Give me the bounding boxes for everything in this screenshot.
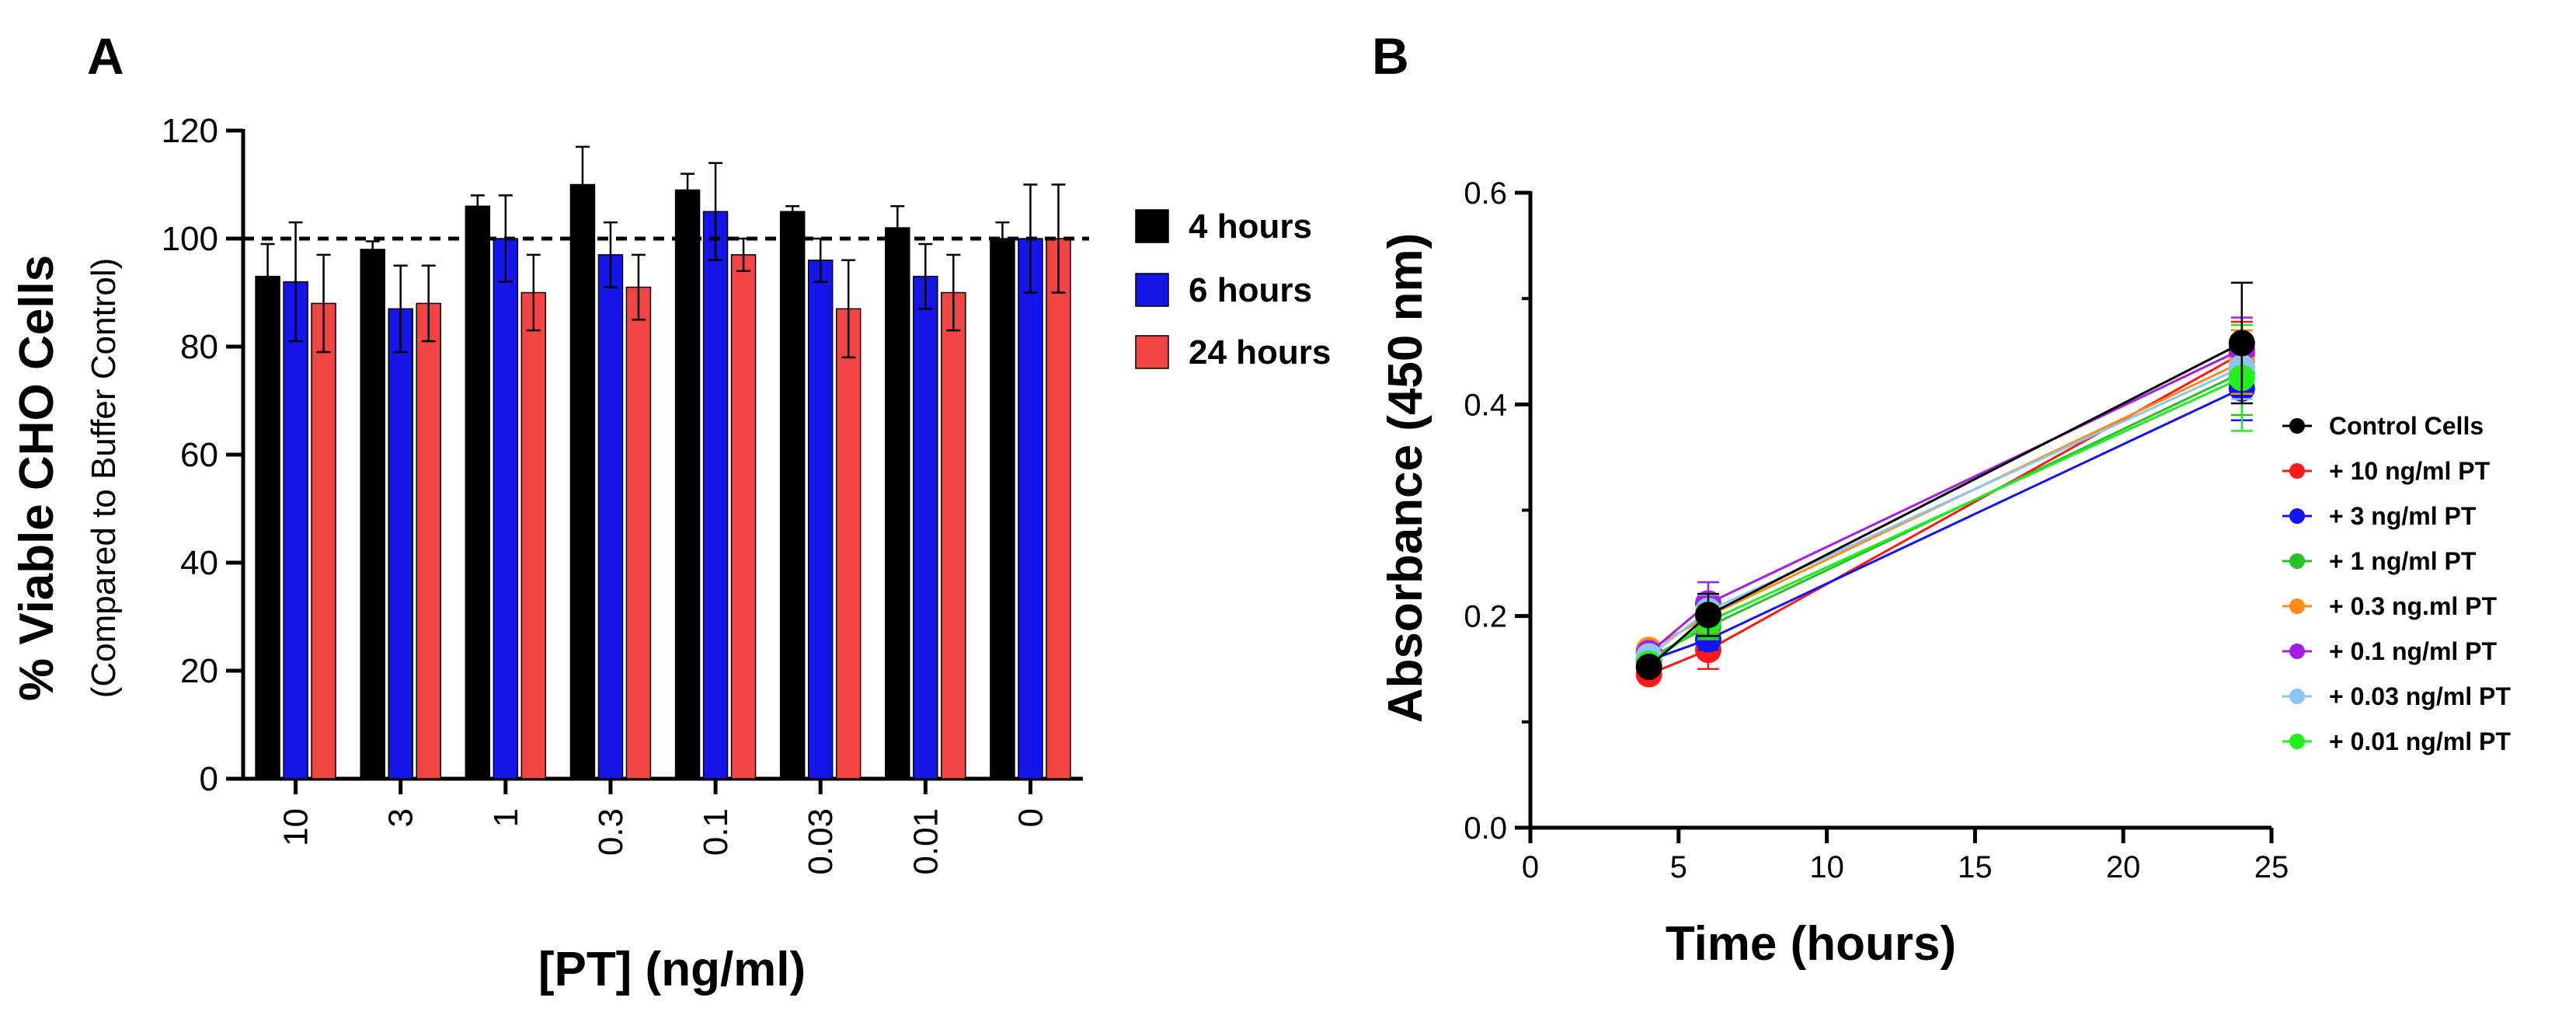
- panel-a-x-tick-label: 0.1: [697, 808, 735, 856]
- panel-a-bar: [360, 249, 385, 780]
- panel-b-data-point: [1635, 654, 1662, 681]
- panel-a-bar: [941, 291, 966, 780]
- panel-b-series-line: [1648, 376, 2243, 665]
- panel-b-x-tick-label: 15: [1958, 850, 1993, 884]
- panel-a-x-tick-label: 0.3: [592, 808, 630, 856]
- panel-a-bar: [990, 238, 1015, 780]
- panel-a-x-tick-label: 0.01: [907, 808, 945, 875]
- panel-a-bar: [779, 211, 806, 780]
- panel-a-x-tick-label: 0.03: [802, 808, 840, 875]
- panel-a-bar: [885, 227, 910, 780]
- panel-a-legend: 4 hours 6 hours 24 hours: [1135, 208, 1331, 371]
- panel-b-legend-marker: [2289, 418, 2305, 434]
- panel-label-a: A: [87, 27, 124, 85]
- panel-b-legend-marker: [2289, 508, 2305, 524]
- panel-a-legend-label: 4 hours: [1189, 208, 1312, 246]
- panel-a-bar: [597, 254, 624, 780]
- panel-a-x-tick-label: 1: [487, 808, 525, 827]
- panel-a-bar: [730, 254, 757, 780]
- panel-b-legend-label: Control Cells: [2329, 412, 2484, 440]
- panel-label-b: B: [1372, 27, 1409, 85]
- panel-b-y-tick-label: 0.0: [1464, 811, 1507, 846]
- panel-a-bar: [388, 308, 413, 780]
- panel-a-y-tick-label: 80: [180, 328, 218, 366]
- panel-b-xlabel: Time (hours): [1666, 917, 1956, 971]
- panel-a-y-tick-label: 60: [180, 436, 218, 474]
- panel-a-bar: [674, 189, 701, 780]
- panel-a-bar: [807, 260, 834, 780]
- panel-b-legend-label: + 1 ng/ml PT: [2329, 547, 2477, 575]
- panel-b-x-tick-label: 25: [2254, 850, 2289, 884]
- panel-b-x-tick-label: 20: [2106, 850, 2141, 884]
- panel-a-bar: [416, 302, 441, 780]
- panel-a-y-tick-label: 100: [162, 220, 218, 258]
- panel-a-y-tick-label: 40: [180, 544, 218, 582]
- panel-a-x-tick-label: 10: [277, 808, 315, 846]
- panel-a-legend-swatch: [1135, 335, 1169, 369]
- panel-a-bar: [311, 302, 336, 780]
- panel-b-series-line: [1648, 387, 2243, 662]
- panel-a-bar: [283, 281, 308, 780]
- panel-b-legend-label: + 0.1 ng/ml PT: [2329, 637, 2498, 665]
- panel-b-legend-marker: [2289, 463, 2305, 479]
- panel-b-legend-marker: [2289, 598, 2305, 614]
- panel-a-bar: [520, 291, 547, 780]
- panel-a-y-tick-label: 20: [180, 652, 218, 690]
- panel-a-ylabel2: (Compared to Buffer Control): [85, 258, 123, 699]
- panel-b-chart: 0.0 0.2 0.4 0.6 0 5 10 15 20 25: [1464, 176, 2289, 884]
- panel-b-y-tick-label: 0.2: [1464, 600, 1507, 634]
- panel-b-legend-marker: [2289, 734, 2305, 749]
- panel-b-x-tick-label: 5: [1670, 850, 1687, 884]
- panel-a-bar: [255, 275, 280, 780]
- panel-b-legend-label: + 0.01 ng/ml PT: [2329, 727, 2511, 755]
- panel-b-legend-marker: [2289, 644, 2305, 659]
- panel-a-legend-label: 24 hours: [1189, 333, 1331, 371]
- panel-a-ylabel: % Viable CHO Cells: [10, 255, 64, 701]
- panel-b-legend-marker: [2289, 689, 2305, 704]
- panel-a-bar: [835, 308, 862, 780]
- panel-a-legend-swatch: [1135, 273, 1169, 307]
- panel-a-bar: [493, 238, 519, 780]
- panel-a-bar: [913, 275, 938, 780]
- panel-b-x-tick-label: 0: [1522, 850, 1539, 884]
- panel-a-legend-swatch: [1135, 209, 1169, 243]
- panel-a-bar: [702, 211, 729, 780]
- panel-a-y-tick-label: 0: [200, 760, 218, 798]
- panel-b-legend-label: + 3 ng/ml PT: [2329, 502, 2477, 530]
- panel-b-series-line: [1648, 371, 2243, 660]
- panel-b-data-point: [2228, 330, 2255, 357]
- panel-a-bar: [465, 205, 491, 780]
- panel-b-data-point: [1694, 602, 1721, 629]
- panel-b-legend-label: + 10 ng/ml PT: [2329, 457, 2491, 485]
- panel-a-bar: [569, 183, 596, 780]
- panel-b-ylabel: Absorbance (450 nm): [1379, 233, 1432, 724]
- panel-b-x-tick-label: 10: [1809, 850, 1844, 884]
- panel-a-bar: [1018, 238, 1043, 780]
- panel-a-bar: [1046, 238, 1071, 780]
- panel-a-xlabel: [PT] (ng/ml): [538, 943, 806, 996]
- panel-a-chart: 0 20 40 60 80 100 120 10 3 1 0.3 0.1 0.03 0.01 0: [162, 112, 1089, 875]
- panel-a-x-tick-label: 3: [382, 808, 420, 827]
- panel-a-y-tick-label: 120: [162, 112, 218, 150]
- panel-b-y-tick-label: 0.6: [1464, 176, 1507, 211]
- panel-b-y-tick-label: 0.4: [1464, 388, 1507, 422]
- panel-a-legend-label: 6 hours: [1189, 271, 1312, 309]
- panel-b-legend-label: + 0.03 ng/ml PT: [2329, 682, 2511, 710]
- panel-b-legend-label: + 0.3 ng.ml PT: [2329, 592, 2498, 620]
- panel-b-legend-marker: [2289, 553, 2305, 569]
- panel-b-legend: Control Cells + 10 ng/ml PT + 3 ng/ml PT + …: [2282, 412, 2511, 755]
- panel-a-bar: [625, 286, 652, 780]
- panel-a-x-tick-label: 0: [1011, 808, 1050, 827]
